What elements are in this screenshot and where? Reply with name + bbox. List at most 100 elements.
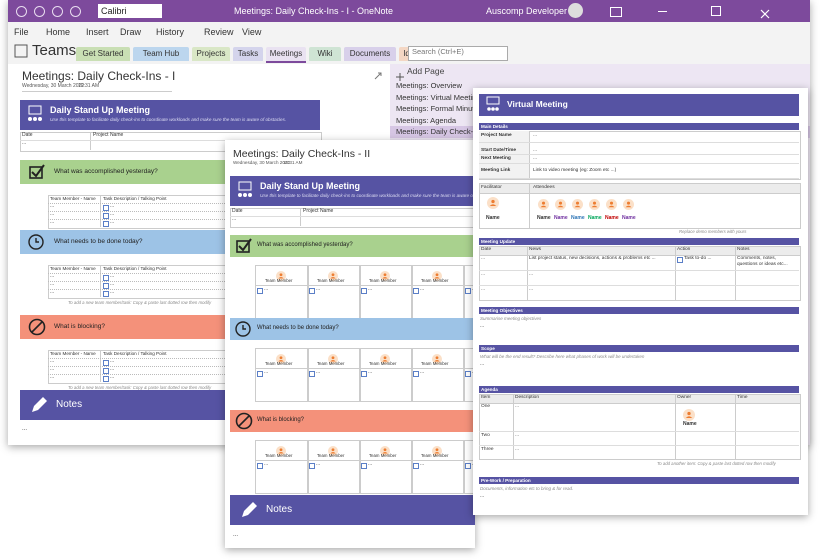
col-divider	[735, 394, 736, 459]
checkbox[interactable]	[413, 288, 419, 294]
member-divider	[411, 460, 463, 461]
font-box[interactable]	[98, 4, 162, 18]
page-entry[interactable]: Meetings: Agenda	[396, 115, 457, 125]
section-tab[interactable]: Projects	[192, 47, 230, 61]
tab-label: Tasks	[237, 49, 259, 58]
checkbox[interactable]	[103, 205, 109, 211]
checkbox[interactable]	[103, 291, 109, 297]
update-cell: ...	[529, 271, 533, 277]
checkbox[interactable]	[257, 371, 263, 377]
attendee-name: Name	[571, 215, 585, 221]
row-divider	[479, 154, 799, 155]
checkbox[interactable]	[465, 371, 471, 377]
dot	[243, 193, 247, 197]
checkbox[interactable]	[103, 221, 109, 227]
hint: Summarise meeting objectives	[480, 316, 542, 321]
checkbox[interactable]	[361, 371, 367, 377]
person-icon	[432, 443, 442, 456]
add-page[interactable]: Add Page	[407, 66, 445, 76]
minimize[interactable]	[658, 11, 667, 12]
section-tab[interactable]: Team Hub	[133, 47, 189, 61]
page-date: Wednesday, 30 March 2022	[22, 83, 85, 89]
menu-item[interactable]: Home	[46, 27, 71, 37]
checkbox[interactable]	[309, 371, 315, 377]
cell: ...	[50, 289, 55, 295]
checkbox[interactable]	[103, 283, 109, 289]
checkbox[interactable]	[413, 371, 419, 377]
row-divider	[479, 431, 799, 432]
banner-text: Use this template to facilitate daily ch…	[260, 193, 475, 198]
section-title: Agenda	[481, 387, 498, 392]
col-header: Time	[737, 395, 748, 400]
checkbox[interactable]	[309, 463, 315, 469]
page-entry[interactable]: Meetings: Virtual Meeting	[396, 92, 481, 102]
banner	[20, 100, 320, 130]
notes-title: Notes	[56, 399, 83, 410]
project-label: Project Name	[303, 208, 334, 214]
date-label: Date	[22, 132, 33, 138]
menu-item[interactable]: Draw	[120, 27, 142, 37]
section-tab[interactable]: Documents	[344, 47, 396, 61]
ribbon-toggle[interactable]	[610, 7, 622, 17]
section-bar	[230, 235, 475, 257]
person-icon-graphic	[555, 199, 566, 210]
maximize[interactable]	[711, 6, 721, 16]
page-entry[interactable]: Meetings: Daily Check-Ins - I	[396, 127, 492, 137]
section-tab[interactable]: Wiki	[309, 47, 341, 61]
page-entry[interactable]: Meetings: Overview	[396, 81, 462, 90]
checkbox[interactable]	[103, 213, 109, 219]
checkbox[interactable]	[257, 463, 263, 469]
clock-face	[28, 234, 44, 250]
virtual-meeting-page: Virtual Meeting Main Details Project Name.…	[473, 88, 808, 515]
checkbox[interactable]	[361, 288, 367, 294]
screen	[486, 96, 500, 105]
checkbox[interactable]	[103, 360, 109, 366]
person-icon	[380, 351, 390, 364]
toolbar-icon[interactable]	[16, 6, 27, 17]
tab-label: Team Hub	[142, 49, 180, 58]
toolbar-icon[interactable]	[70, 6, 81, 17]
screen	[28, 105, 42, 115]
notes-value: ...	[22, 426, 28, 432]
menu-item[interactable]: History	[156, 27, 185, 37]
date-row-divider	[20, 140, 320, 141]
checkbox[interactable]	[103, 275, 109, 281]
menu-item[interactable]: Review	[204, 27, 234, 37]
cell: ...	[110, 219, 115, 225]
menu-item[interactable]: File	[14, 27, 29, 37]
menu-item[interactable]: View	[242, 27, 262, 37]
checkbox[interactable]	[361, 463, 367, 469]
check-mark	[31, 164, 45, 178]
avatar-body	[557, 205, 564, 208]
checkbox[interactable]	[103, 368, 109, 374]
person-icon	[589, 197, 600, 210]
toolbar-icon[interactable]	[52, 6, 63, 17]
close-x	[760, 9, 770, 19]
section-tab[interactable]: Get Started	[76, 47, 130, 61]
person-icon	[538, 197, 549, 210]
checkbox[interactable]	[465, 288, 471, 294]
person-icon-graphic	[380, 271, 390, 281]
pen	[242, 502, 257, 517]
toolbar-icon[interactable]	[34, 6, 45, 17]
notebook-name[interactable]: Teams	[32, 42, 77, 59]
checkbox[interactable]	[103, 376, 109, 382]
checkbox[interactable]	[309, 288, 315, 294]
search-box[interactable]	[408, 46, 508, 61]
page-entry[interactable]: Meetings: Formal Minutes	[396, 104, 483, 114]
avatar-body	[540, 205, 547, 208]
checkbox[interactable]	[465, 463, 471, 469]
member-label: Team Member	[265, 453, 293, 458]
section-tab[interactable]: Meetings	[266, 47, 306, 63]
section-tab[interactable]: Tasks	[233, 47, 263, 61]
member-divider	[411, 368, 463, 369]
avatar-body	[489, 204, 497, 206]
col-divider	[675, 394, 676, 459]
row-divider	[479, 142, 799, 143]
checkbox[interactable]	[677, 257, 683, 263]
member-divider	[463, 285, 475, 286]
checkbox[interactable]	[257, 288, 263, 294]
member-label: Team Member	[317, 278, 345, 283]
checkbox[interactable]	[413, 463, 419, 469]
menu-item[interactable]: Insert	[86, 27, 109, 37]
